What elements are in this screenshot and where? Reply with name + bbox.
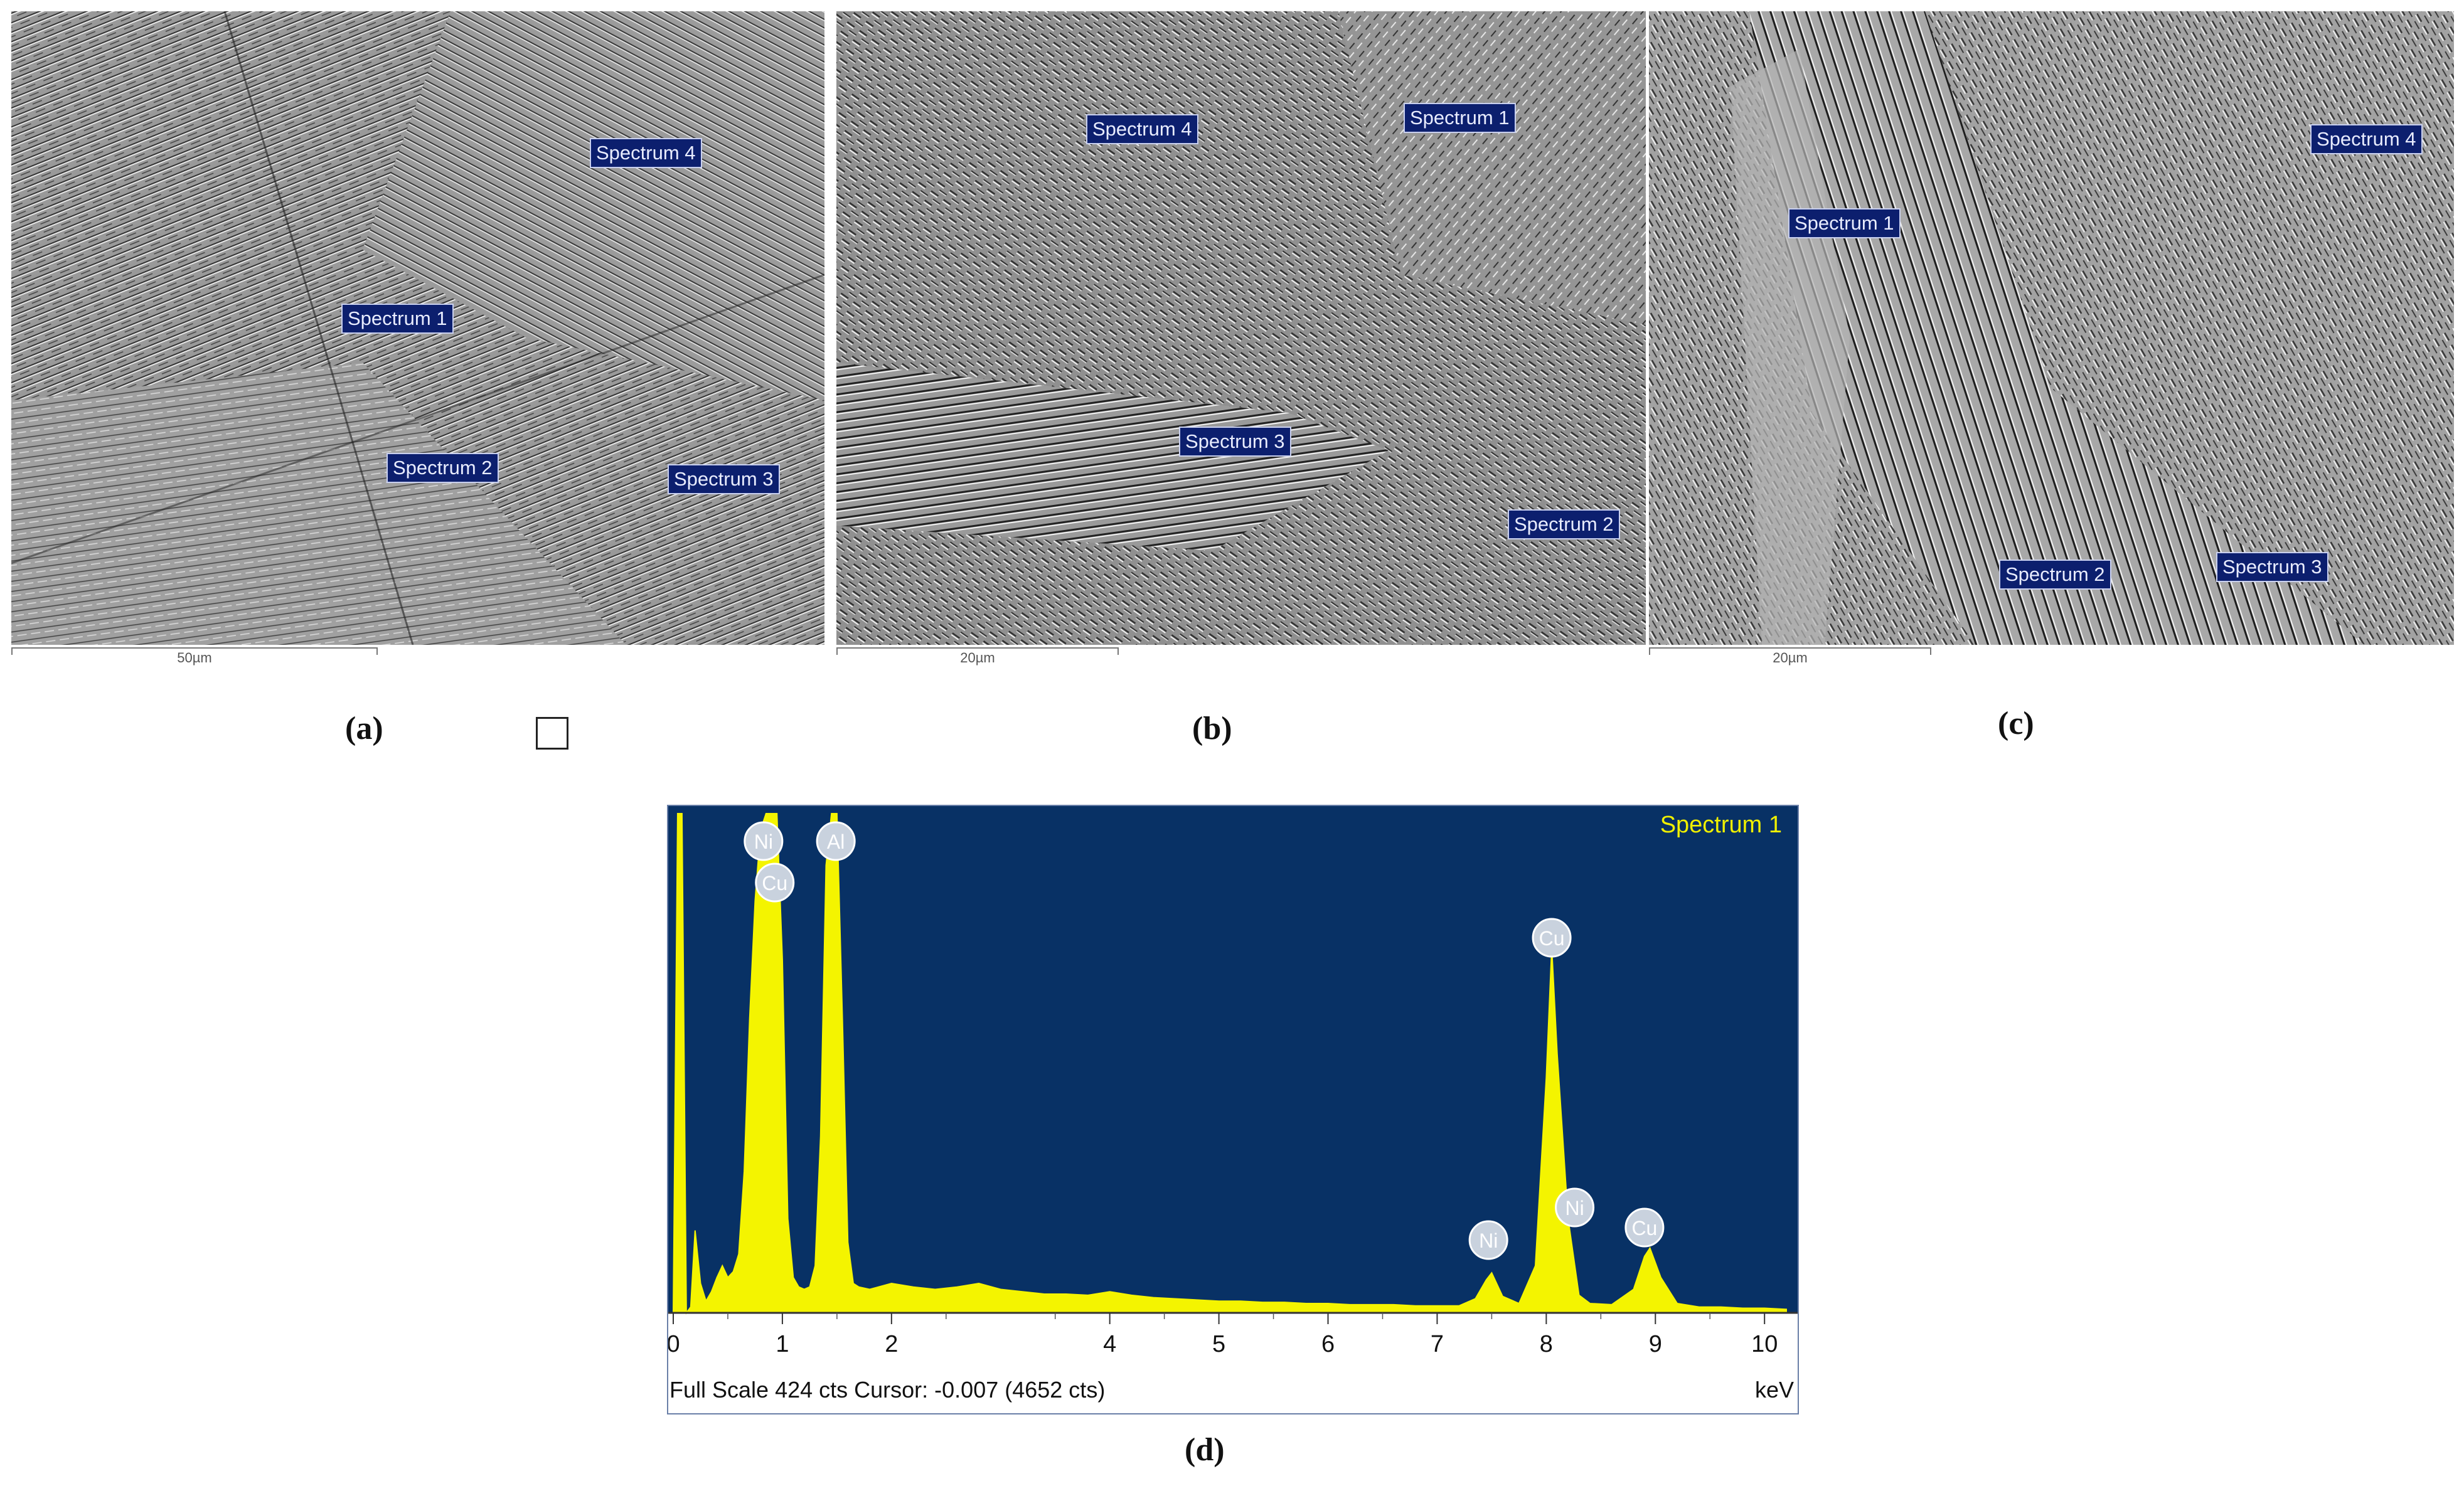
peak-element-text: Al <box>827 830 845 853</box>
spectrum-label: Spectrum 1 <box>341 304 454 334</box>
x-tick-label: 7 <box>1431 1331 1444 1357</box>
scale-bar-label: 20µm <box>1773 650 1808 666</box>
spectrum-label: Spectrum 2 <box>387 453 499 483</box>
peak-marker <box>1555 1187 1595 1228</box>
peak-marker <box>816 821 856 861</box>
spectrum-label: Spectrum 2 <box>1999 560 2111 590</box>
micrograph-c-texture <box>1649 11 2454 645</box>
peak-element-text: Ni <box>754 830 773 853</box>
x-tick-label: 0 <box>668 1331 680 1357</box>
eds-spectrum-svg: 0 1 2 4 5 6 7 8 9 10 Ni Cu Al Ni Cu Ni Cu Spectrum 1 <box>668 806 1798 1357</box>
eds-spectrum-chart: 0 1 2 4 5 6 7 8 9 10 Ni Cu Al Ni Cu Ni Cu Spectrum 1 Fu… <box>667 805 1799 1414</box>
scale-bar-a: 50µm <box>11 647 378 666</box>
peak-label-al: Al <box>816 821 856 861</box>
scale-bar-label: 20µm <box>960 650 995 666</box>
peak-marker <box>1468 1220 1508 1260</box>
x-tick-label: 10 <box>1751 1331 1778 1357</box>
x-tick-label: 4 <box>1103 1331 1116 1357</box>
peak-element-text: Cu <box>762 872 787 894</box>
caption-a: (a) <box>345 711 383 746</box>
scale-bar-c: 20µm <box>1649 647 1931 666</box>
spectrum-label: Spectrum 4 <box>2310 124 2423 154</box>
plot-background <box>668 806 1798 1313</box>
scale-bar-b: 20µm <box>836 647 1119 666</box>
spectrum-label: Spectrum 4 <box>1086 114 1198 144</box>
x-tick-label: 2 <box>885 1331 898 1357</box>
spectrum-area <box>672 813 1787 1315</box>
x-tick-label: 1 <box>776 1331 789 1357</box>
spectrum-label: Spectrum 2 <box>1508 509 1620 539</box>
caption-b: (b) <box>1192 711 1232 746</box>
spectrum-label: Spectrum 3 <box>2216 552 2328 582</box>
chart-title: Spectrum 1 <box>1660 812 1782 838</box>
peak-label-cu: Cu <box>755 862 795 903</box>
spectrum-label: Spectrum 1 <box>1404 103 1516 133</box>
spectrum-label: Spectrum 3 <box>1179 427 1291 457</box>
spectrum-label: Spectrum 3 <box>668 464 780 494</box>
caption-c: (c) <box>1998 706 2034 741</box>
peak-element-text: Ni <box>1565 1197 1584 1219</box>
micrograph-b: Spectrum 4 Spectrum 1 Spectrum 3 Spectru… <box>836 11 1646 645</box>
micrograph-b-texture <box>836 11 1646 645</box>
spectrum-label: Spectrum 1 <box>1788 208 1901 238</box>
peak-label-cu: Cu <box>1532 918 1572 958</box>
micrograph-a: Spectrum 4 Spectrum 1 Spectrum 2 Spectru… <box>11 11 824 645</box>
peak-marker <box>755 862 795 903</box>
spectrum-label: Spectrum 4 <box>590 138 702 168</box>
checkbox-square[interactable] <box>536 717 568 750</box>
peak-label-ni: Ni <box>744 821 784 861</box>
micrograph-c: Spectrum 4 Spectrum 1 Spectrum 2 Spectru… <box>1649 11 2454 645</box>
peak-element-text: Ni <box>1479 1229 1498 1252</box>
x-tick-label: 8 <box>1540 1331 1553 1357</box>
scale-bar-label: 50µm <box>177 650 212 666</box>
peak-marker <box>1532 918 1572 958</box>
peak-label-ni: Ni <box>1468 1220 1508 1260</box>
peak-marker <box>744 821 784 861</box>
caption-d: (d) <box>1185 1432 1225 1468</box>
peak-element-text: Cu <box>1631 1217 1657 1239</box>
x-tick-label: 5 <box>1212 1331 1225 1357</box>
micrograph-a-texture <box>11 11 824 645</box>
peak-element-text: Cu <box>1539 927 1565 950</box>
x-tick-label: 6 <box>1321 1331 1335 1357</box>
peak-marker <box>1624 1207 1665 1248</box>
peak-label-ni: Ni <box>1555 1187 1595 1228</box>
peak-label-cu: Cu <box>1624 1207 1665 1248</box>
spectrum-footer-left: Full Scale 424 cts Cursor: -0.007 (4652 … <box>669 1377 1106 1403</box>
x-tick-label: 9 <box>1649 1331 1662 1357</box>
spectrum-footer-right: keV <box>1754 1377 1794 1403</box>
